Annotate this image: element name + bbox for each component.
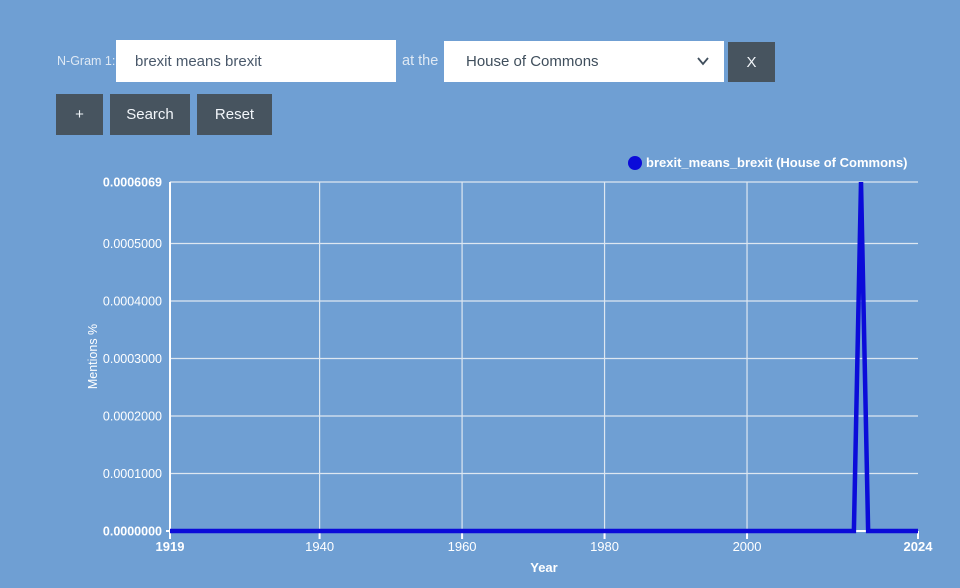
- reset-button[interactable]: Reset: [197, 94, 272, 135]
- svg-text:0.0006069: 0.0006069: [103, 176, 162, 190]
- search-button[interactable]: Search: [110, 94, 190, 135]
- ngram-field-label: N-Gram 1:: [57, 54, 116, 68]
- at-the-label: at the: [402, 53, 439, 69]
- svg-text:Mentions %: Mentions %: [86, 324, 100, 389]
- chart-legend: brexit_means_brexit (House of Commons): [628, 155, 908, 170]
- svg-text:0.0000000: 0.0000000: [103, 525, 162, 539]
- svg-text:1940: 1940: [305, 539, 334, 554]
- svg-text:1960: 1960: [448, 539, 477, 554]
- legend-label: brexit_means_brexit (House of Commons): [646, 155, 908, 170]
- svg-text:0.0004000: 0.0004000: [103, 294, 162, 308]
- svg-text:0.0001000: 0.0001000: [103, 467, 162, 481]
- legend-marker-icon: [628, 155, 642, 170]
- svg-text:Year: Year: [530, 560, 557, 575]
- ngram-search-input[interactable]: [116, 40, 396, 82]
- series-line: [170, 181, 918, 534]
- chevron-down-icon: [697, 57, 709, 66]
- svg-text:0.0003000: 0.0003000: [103, 352, 162, 366]
- svg-text:1980: 1980: [590, 539, 619, 554]
- corpus-select[interactable]: House of Commons: [444, 41, 724, 82]
- svg-text:1919: 1919: [156, 539, 185, 554]
- svg-text:0.0002000: 0.0002000: [103, 409, 162, 423]
- add-ngram-button[interactable]: +: [56, 94, 103, 135]
- corpus-selected-value: House of Commons: [466, 53, 599, 70]
- svg-text:2000: 2000: [733, 539, 762, 554]
- remove-ngram-button[interactable]: X: [728, 42, 775, 82]
- svg-text:2024: 2024: [904, 539, 934, 554]
- svg-text:0.0005000: 0.0005000: [103, 237, 162, 251]
